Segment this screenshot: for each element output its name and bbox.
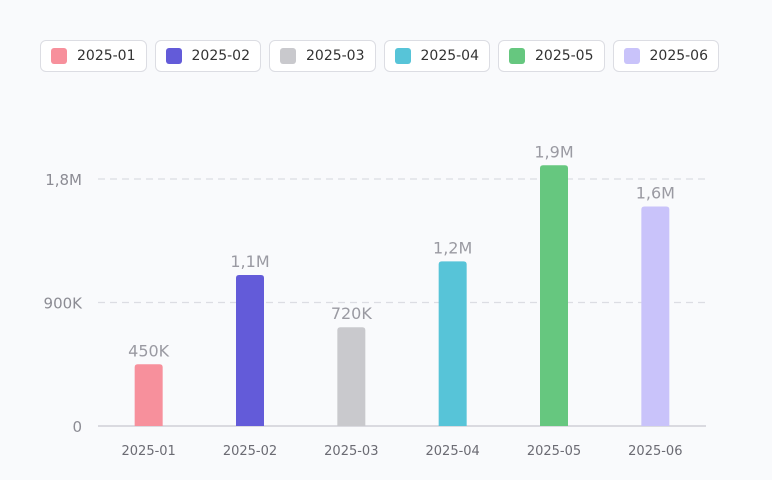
data-label: 1,9M (534, 142, 573, 161)
x-tick-label: 2025-05 (527, 444, 581, 459)
data-label: 1,1M (230, 252, 269, 271)
legend-swatch (165, 48, 182, 64)
legend-item-2025-04[interactable]: 2025-04 (383, 40, 490, 72)
bar-2025-01 (134, 364, 163, 426)
y-tick-label: 0 (72, 418, 82, 436)
legend-item-2025-02[interactable]: 2025-02 (154, 40, 261, 72)
legend-item-2025-03[interactable]: 2025-03 (269, 40, 376, 72)
bar-2025-04 (438, 261, 467, 426)
bar-2025-05 (540, 165, 568, 426)
x-tick-label: 2025-06 (628, 444, 682, 459)
legend-swatch (623, 48, 640, 64)
x-tick-label: 2025-03 (324, 444, 378, 459)
legend-label: 2025-03 (306, 48, 365, 64)
chart-legend: 2025-01 2025-02 2025-03 2025-04 2025-05 … (40, 40, 719, 72)
x-tick-label: 2025-01 (122, 444, 176, 459)
legend-label: 2025-06 (649, 48, 709, 64)
legend-label: 2025-04 (420, 48, 480, 64)
legend-label: 2025-01 (77, 48, 136, 64)
legend-item-2025-06[interactable]: 2025-06 (612, 40, 719, 72)
data-label: 1,6M (636, 183, 675, 202)
legend-swatch (280, 48, 296, 64)
legend-swatch (394, 48, 411, 64)
bar-2025-03 (337, 327, 366, 426)
bar-2025-06 (641, 206, 670, 426)
legend-swatch (509, 48, 525, 64)
x-tick-label: 2025-02 (223, 444, 277, 459)
legend-label: 2025-02 (191, 48, 251, 64)
data-label: 1,2M (433, 238, 472, 257)
y-tick-label: 900K (44, 295, 84, 313)
x-tick-label: 2025-04 (426, 444, 480, 459)
legend-item-2025-05[interactable]: 2025-05 (498, 40, 605, 72)
data-label: 450K (128, 341, 170, 360)
legend-label: 2025-05 (535, 48, 594, 64)
data-label: 720K (331, 304, 373, 323)
legend-swatch (51, 48, 67, 64)
legend-item-2025-01[interactable]: 2025-01 (40, 40, 147, 72)
bar-2025-02 (236, 275, 264, 426)
y-tick-label: 1,8M (45, 171, 82, 189)
